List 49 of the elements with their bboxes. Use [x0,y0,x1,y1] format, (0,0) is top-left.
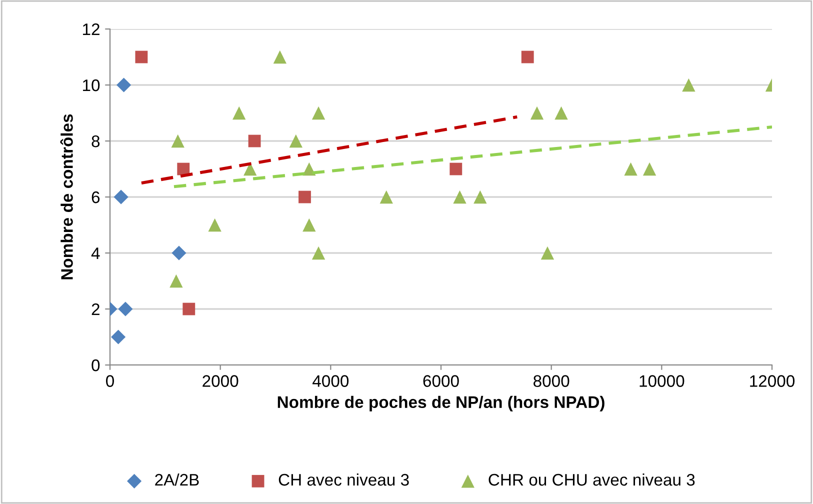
point [177,162,190,176]
point [682,78,696,92]
x-tick-label: 10000 [640,375,684,387]
point [170,274,183,288]
point [450,162,462,176]
point [172,246,186,260]
point [114,190,128,204]
point [110,330,126,344]
y-tick-label: 0 [92,359,100,372]
point [540,246,554,260]
point [135,50,148,64]
y-tick-label: 10 [83,79,100,92]
point [171,134,184,148]
point [118,302,133,316]
y-tick-label: 12 [83,23,100,36]
point [530,106,544,120]
point [302,218,316,232]
point [554,106,568,120]
point [273,50,286,64]
point [208,218,222,232]
x-tick-label: 8000 [534,375,570,387]
point [116,78,132,92]
legend-label: CH avec niveau 3 [278,473,409,486]
y-axis-title: Nombre de contrôles [60,114,73,280]
point [312,246,326,260]
x-tick-label: 6000 [423,375,459,387]
point [312,106,326,120]
x-axis-title: Nombre de poches de NP/an (hors NPAD) [278,396,604,412]
x-tick-label: 2000 [202,375,238,387]
point [521,50,534,64]
point [642,162,656,176]
point [182,302,196,316]
x-tick-label: 4000 [312,375,349,387]
point [232,106,246,120]
point [474,190,487,204]
y-tick-label: 8 [92,135,100,148]
y-tick-label: 2 [92,303,100,316]
point [380,190,393,204]
point [298,190,311,204]
legend-label: 2A/2B [155,473,199,486]
x-tick-label: 12000 [750,375,795,387]
point [624,162,638,176]
point [289,134,302,148]
point [453,190,466,204]
point [248,134,261,148]
y-tick-label: 6 [92,191,100,204]
y-tick-label: 4 [91,248,100,260]
x-tick-label: 0 [106,375,114,387]
legend-label: CHR ou CHU avec niveau 3 [488,473,695,486]
